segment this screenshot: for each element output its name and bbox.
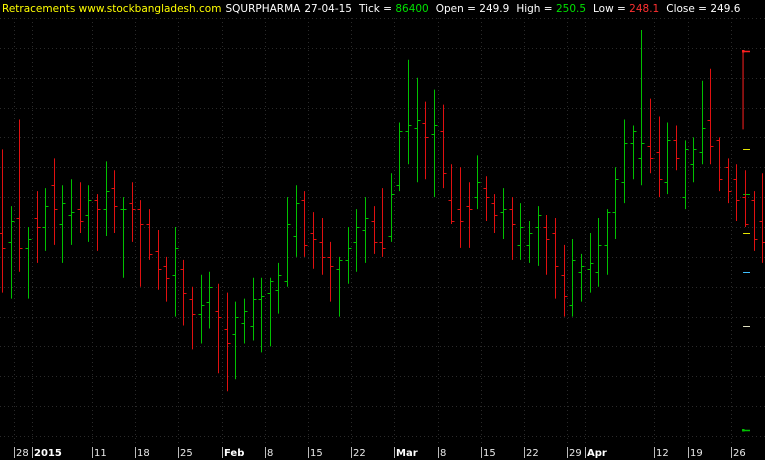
tick-label: Tick =: [358, 3, 392, 15]
x-tick-label: 8: [440, 448, 447, 459]
x-tick-mark: [222, 447, 223, 458]
x-tick-label: Apr: [587, 448, 607, 459]
x-tick-label: 19: [690, 448, 703, 459]
date-label: 27-04-15: [304, 3, 352, 15]
x-tick-mark: [481, 447, 482, 458]
x-tick-mark: [654, 447, 655, 458]
x-tick-label: 28: [16, 448, 29, 459]
retracement-lines: [742, 50, 750, 432]
x-tick-mark: [394, 447, 395, 458]
x-tick-label: 26: [733, 448, 746, 459]
x-tick-mark: [135, 447, 136, 458]
close-value: 249.6: [710, 3, 741, 15]
x-tick-label: 8: [267, 448, 274, 459]
chart-title: Retracements www.stockbangladesh.com: [2, 3, 222, 15]
x-tick-label: 29: [569, 448, 582, 459]
open-value: 249.9: [479, 3, 510, 15]
x-tick-label: 25: [180, 448, 193, 459]
high-value: 250.5: [555, 3, 587, 15]
x-tick-label: 22: [526, 448, 539, 459]
grid-lines: [0, 18, 765, 446]
x-tick-mark: [92, 447, 93, 458]
high-label: High =: [516, 3, 553, 15]
x-tick-label: 22: [353, 448, 366, 459]
x-tick-mark: [351, 447, 352, 458]
x-tick-mark: [688, 447, 689, 458]
open-label: Open =: [435, 3, 476, 15]
x-tick-label: Mar: [396, 448, 418, 459]
ohlc-bars: [0, 29, 765, 392]
x-tick-label: 11: [94, 448, 107, 459]
x-tick-label: 18: [137, 448, 150, 459]
low-label: Low =: [593, 3, 626, 15]
tick-value: 86400: [395, 3, 429, 15]
retracement-marker: [742, 50, 745, 53]
chart-header: Retracements www.stockbangladesh.com SQUR…: [2, 2, 740, 16]
x-tick-mark: [14, 447, 15, 458]
x-tick-label: 15: [310, 448, 323, 459]
x-axis: 28 2015 11 18 25 Feb 8 15 22 Mar 8 15 22 29 Apr 12 19 26: [0, 447, 765, 460]
x-tick-mark: [308, 447, 309, 458]
symbol-label: SQURPHARMA: [225, 3, 301, 15]
x-tick-mark: [178, 447, 179, 458]
x-tick-label: Feb: [224, 448, 245, 459]
x-tick-mark: [438, 447, 439, 458]
close-label: Close =: [666, 3, 707, 15]
x-tick-label: 15: [483, 448, 496, 459]
x-tick-mark: [265, 447, 266, 458]
x-tick-mark: [731, 447, 732, 458]
retracement-marker: [742, 429, 745, 432]
low-value: 248.1: [629, 3, 660, 15]
x-tick-mark: [524, 447, 525, 458]
x-tick-label: 12: [656, 448, 669, 459]
x-tick-label: 2015: [34, 448, 62, 459]
x-tick-mark: [585, 447, 586, 458]
x-tick-mark: [567, 447, 568, 458]
x-tick-mark: [32, 447, 33, 458]
